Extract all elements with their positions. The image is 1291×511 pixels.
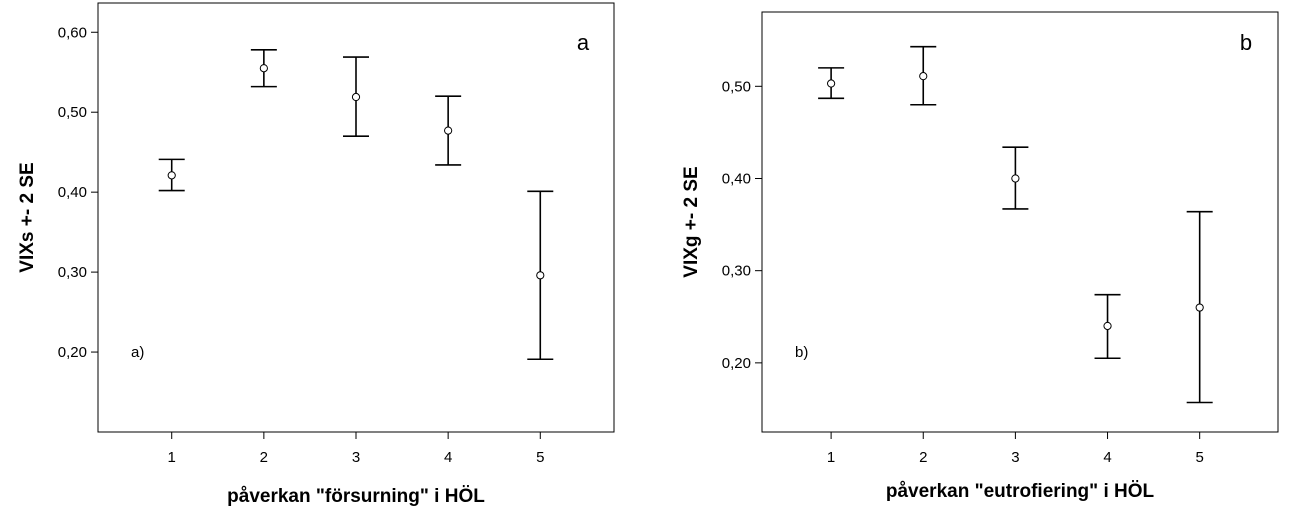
inner-panel-label: b) [795,344,808,361]
plot-frame [761,11,1279,433]
error-bar-5 [1186,210,1213,404]
x-tick-label: 2 [919,449,927,466]
mean-point [536,271,545,280]
error-bar-4 [1094,293,1121,360]
mean-point [919,72,928,81]
x-tick-label: 1 [827,449,835,466]
mean-point [827,79,836,88]
y-axis-title: VIXg +- 2 SE [681,166,702,277]
error-bar-3 [1002,146,1029,210]
x-axis-title: påverkan "försurning" i HÖL [227,486,485,506]
error-bar-1 [818,67,845,100]
y-tick-label: 0,20 [58,344,87,361]
error-bar-4 [435,95,462,166]
x-tick-label: 1 [168,449,176,466]
x-tick-label: 5 [536,449,544,466]
panel-label: a [577,30,590,55]
mean-point [351,92,361,102]
mean-point [259,64,268,73]
x-tick-label: 4 [1103,449,1111,466]
x-tick-label: 2 [260,449,268,466]
mean-point [444,126,453,135]
panel-label: b [1240,30,1252,55]
mean-point [167,171,176,180]
x-tick-label: 4 [444,449,452,466]
mean-point [1103,321,1112,331]
error-bar-2 [910,45,937,106]
chart-panel-a: 0,20 0,30 0,40 0,50 0,60 1 2 3 4 5 a a) påverkan "fö… [17,2,615,507]
y-tick-label: 0,30 [722,263,751,280]
error-bar-2 [250,49,277,88]
x-tick-label: 5 [1196,449,1204,466]
y-tick-label: 0,40 [722,170,751,187]
inner-panel-label: a) [131,344,144,361]
y-tick-label: 0,60 [58,24,87,41]
y-tick-label: 0,50 [58,104,87,121]
y-axis-title: VIXs +- 2 SE [17,162,38,272]
mean-point [1011,174,1020,183]
y-tick-label: 0,20 [722,355,751,372]
x-tick-label: 3 [1011,449,1019,466]
x-tick-label: 3 [352,449,360,466]
x-axis-title: påverkan "eutrofiering" i HÖL [886,481,1155,502]
error-bar-5 [527,190,554,361]
y-tick-label: 0,30 [58,264,87,281]
y-tick-label: 0,50 [722,78,751,95]
y-tick-label: 0,40 [58,184,87,201]
mean-point [1195,303,1204,312]
chart-panel-b: 0,20 0,30 0,40 0,50 1 2 3 4 5 b b) påverkan "eutrof… [681,11,1279,502]
error-bar-1 [158,158,185,192]
error-bar-3 [343,56,369,137]
